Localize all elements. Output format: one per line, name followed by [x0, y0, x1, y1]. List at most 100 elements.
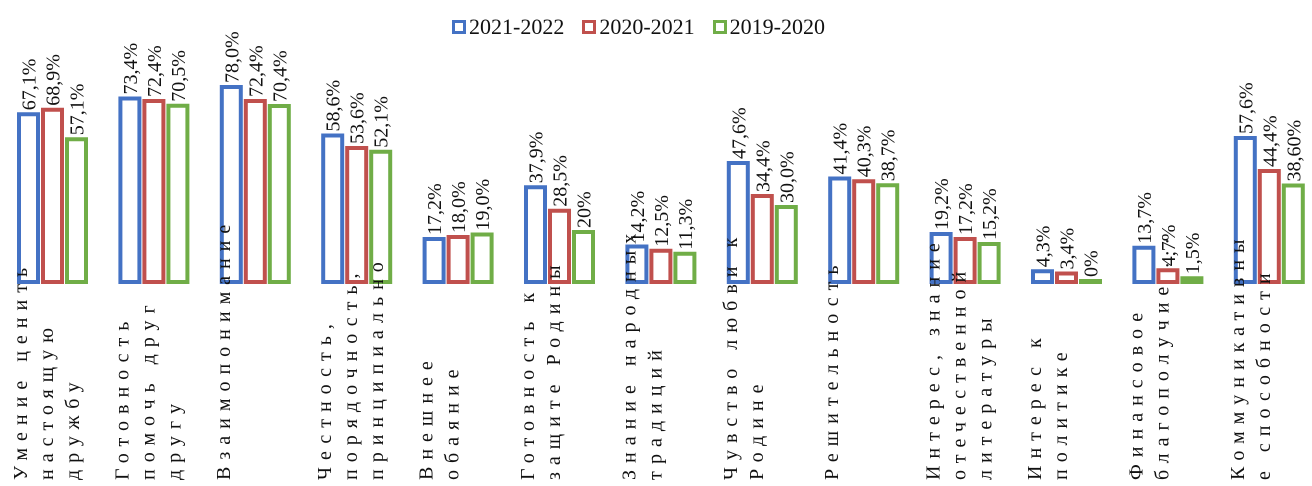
value-label: 68,9% [43, 54, 65, 106]
value-label: 12,5% [651, 195, 673, 247]
value-label: 1,5% [1182, 233, 1204, 275]
bar-2021-2022-9 [828, 176, 852, 284]
bar-2019-2020-10 [977, 242, 1001, 284]
legend-item-2019-2020: 2019-2020 [712, 14, 825, 40]
value-label: 58,6% [323, 80, 345, 132]
bar-2020-2021-13 [1257, 169, 1281, 284]
category-label: другу [163, 397, 185, 480]
bar-2019-2020-8 [774, 205, 798, 284]
legend-swatch-2019-2020 [712, 20, 727, 34]
category-label: политике [1050, 345, 1072, 480]
value-label: 78,0% [221, 31, 243, 83]
legend: 2021-2022 2020-2021 2019-2020 [452, 14, 825, 40]
value-label: 19,2% [931, 178, 953, 230]
category-label: Готовность к [517, 286, 539, 480]
bar-2021-2022-1 [17, 112, 40, 284]
value-label: 20% [574, 191, 596, 228]
category-label: обаяние [442, 362, 464, 480]
value-label: 11,3% [675, 199, 697, 250]
legend-label: 2019-2020 [729, 14, 825, 39]
value-label: 30,0% [776, 151, 798, 203]
value-label: 67,1% [19, 59, 41, 111]
category-label: защите Родины [543, 258, 565, 480]
value-label: 72,4% [144, 45, 166, 97]
bar-2020-2021-6 [548, 208, 571, 284]
category-label: Взаимопонимание [213, 218, 235, 480]
value-label: 73,4% [120, 43, 142, 95]
bar-2019-2020-4 [369, 149, 393, 284]
bar-2020-2021-1 [41, 107, 64, 284]
value-label: 18,0% [448, 181, 470, 233]
bar-2019-2020-2 [166, 103, 190, 284]
value-label: 4,7% [1158, 225, 1180, 267]
category-label: Родине [746, 377, 768, 480]
category-label: помочь друг [137, 298, 159, 480]
value-label: 70,4% [269, 50, 291, 102]
bar-2021-2022-2 [118, 96, 142, 284]
value-label: 17,2% [955, 183, 977, 235]
bar-2021-2022-6 [524, 185, 547, 284]
bar-2019-2020-3 [267, 104, 291, 284]
category-label: традиций [644, 343, 666, 480]
category-label: Знание народных [618, 227, 640, 480]
value-label: 14,2% [627, 191, 649, 243]
category-label: е способности [1253, 266, 1275, 480]
bar-2021-2022-13 [1233, 136, 1257, 284]
bar-2019-2020-9 [876, 183, 900, 284]
value-label: 17,2% [424, 183, 446, 235]
value-label: 72,4% [245, 45, 267, 97]
value-label: 28,5% [550, 155, 572, 207]
category-label: Чувство любви к [720, 231, 742, 480]
value-label: 38,7% [878, 130, 900, 182]
value-label: 53,6% [347, 92, 369, 144]
bar-2020-2021-11 [1055, 271, 1078, 284]
bar-2020-2021-7 [649, 248, 673, 284]
category-label: принципиально [366, 255, 388, 480]
bar-2019-2020-13 [1281, 183, 1305, 284]
category-label: Готовность [111, 315, 133, 480]
category-label: настоящую [36, 321, 58, 480]
category-label: Интерес, знание [923, 236, 945, 480]
category-label: порядочность, [340, 266, 362, 480]
bar-2021-2022-8 [726, 161, 750, 284]
bar-2019-2020-12 [1180, 276, 1204, 284]
value-label: 41,4% [830, 123, 852, 175]
value-label: 70,5% [168, 50, 190, 102]
legend-label: 2021-2022 [469, 14, 565, 39]
bar-2020-2021-2 [142, 99, 166, 284]
value-label: 15,2% [979, 188, 1001, 240]
legend-item-2021-2022: 2021-2022 [452, 14, 564, 40]
category-label: Умение ценить [10, 261, 32, 480]
value-label: 0% [1081, 250, 1103, 277]
bar-2020-2021-9 [852, 179, 876, 284]
legend-item-2020-2021: 2020-2021 [582, 14, 695, 40]
bar-2019-2020-6 [572, 230, 595, 284]
category-label: Коммуникативны [1227, 233, 1249, 480]
bar-2021-2022-7 [625, 244, 649, 284]
bar-2019-2020-7 [673, 251, 697, 284]
legend-swatch-2021-2022 [452, 20, 466, 34]
value-label: 57,6% [1235, 82, 1257, 134]
bar-2021-2022-11 [1031, 269, 1054, 284]
category-label: Честность, [314, 317, 336, 480]
value-label: 52,1% [371, 96, 393, 148]
bar-2020-2021-12 [1156, 268, 1180, 284]
bar-2021-2022-5 [422, 237, 446, 284]
legend-swatch-2020-2021 [582, 20, 597, 34]
category-label: Решительность [821, 259, 843, 480]
value-label: 37,9% [526, 132, 548, 184]
value-label: 34,4% [752, 140, 774, 192]
bar-2020-2021-10 [953, 237, 977, 284]
bar-2020-2021-8 [750, 194, 774, 284]
value-label: 57,1% [67, 84, 89, 136]
bar-2021-2022-3 [219, 85, 243, 284]
bar-2021-2022-4 [321, 133, 345, 284]
category-label: Финансовое [1125, 306, 1147, 480]
bar-2019-2020-11 [1079, 279, 1102, 284]
bar-2019-2020-5 [470, 232, 494, 284]
bar-2021-2022-10 [929, 232, 953, 284]
value-label: 40,3% [854, 126, 876, 178]
bar-2019-2020-1 [65, 137, 88, 284]
category-label: дружбу [62, 375, 84, 480]
value-label: 4,3% [1033, 226, 1055, 268]
